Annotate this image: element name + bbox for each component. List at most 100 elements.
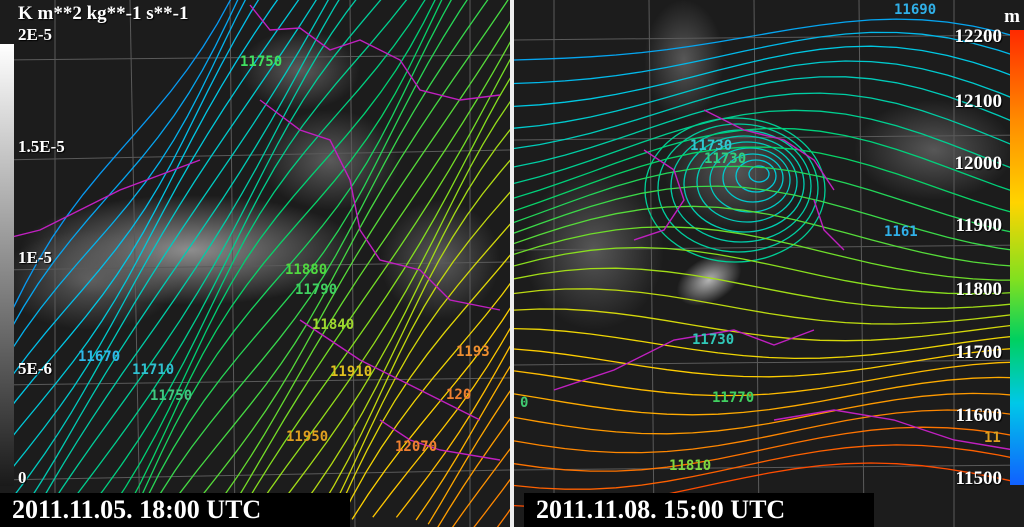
contour-line xyxy=(330,254,510,527)
contour-line xyxy=(285,159,510,527)
pv-unit-label: K m**2 kg**-1 s**-1 xyxy=(18,3,189,24)
contour-line xyxy=(0,0,247,371)
contour-label: 11690 xyxy=(894,2,936,18)
pv-colorbar xyxy=(0,44,14,486)
contour-label: 11950 xyxy=(286,429,328,445)
contour-line xyxy=(15,0,340,521)
contour-label: 11750 xyxy=(150,388,192,404)
contour-line xyxy=(36,0,382,527)
right-date-label: 2011.11.08. 15:00 UTC xyxy=(524,493,874,527)
contour-labels: 11750 11880 11790 11840 11670 11710 1175… xyxy=(78,54,490,455)
contour-line xyxy=(514,185,1024,253)
contour-line xyxy=(0,0,260,395)
contour-line xyxy=(0,0,279,423)
contour-line xyxy=(514,246,1024,295)
contour-line xyxy=(709,147,791,213)
contour-line xyxy=(514,267,1024,309)
contour-label: 11790 xyxy=(295,282,337,298)
contour-line xyxy=(322,223,510,527)
coastlines xyxy=(553,109,1015,451)
left-map-panel: 11750 11880 11790 11840 11670 11710 1175… xyxy=(0,0,510,527)
panel-divider xyxy=(510,0,514,527)
height-unit-label: m xyxy=(1004,6,1020,27)
contour-line xyxy=(161,0,509,519)
contour-line xyxy=(748,165,770,183)
contour-line xyxy=(115,0,443,527)
contour-line xyxy=(231,77,510,527)
height-colorbar-label: 11700 xyxy=(955,342,1002,363)
contour-line xyxy=(514,288,1024,325)
contour-line xyxy=(222,58,510,523)
contour-labels: 11690 11730 11730 11730 1161 11770 11810… xyxy=(520,2,1001,474)
contour-label: 1161 xyxy=(884,224,918,240)
contour-line xyxy=(514,45,1024,108)
height-colorbar-label: 12100 xyxy=(954,91,1003,112)
contour-label: 11710 xyxy=(132,362,174,378)
pv-colorbar-label: 2E-5 xyxy=(18,25,52,44)
contour-line xyxy=(395,345,510,518)
pv-colorbar-label: 1.5E-5 xyxy=(18,137,65,156)
contour-line xyxy=(514,92,1024,168)
contour-label: 1193 xyxy=(456,344,490,360)
left-date-label: 2011.11.05. 18:00 UTC xyxy=(0,493,350,527)
contour-line xyxy=(97,0,436,527)
contour-line xyxy=(735,159,777,193)
contour-line xyxy=(262,128,510,527)
contour-line xyxy=(514,109,1024,185)
contour-label: 11730 xyxy=(692,332,734,348)
contour-line xyxy=(514,426,1024,472)
coastlines xyxy=(0,4,501,461)
height-colorbar-label: 12200 xyxy=(954,26,1003,47)
contour-label: 11840 xyxy=(312,317,354,333)
height-colorbar-label: 11600 xyxy=(955,405,1002,426)
left-map-canvas: 11750 11880 11790 11840 11670 11710 1175… xyxy=(0,0,510,527)
contour-line xyxy=(683,135,805,233)
contour-line xyxy=(184,20,510,518)
contour-line xyxy=(514,127,1024,199)
contour-line xyxy=(514,165,1024,236)
contour-line xyxy=(143,0,489,522)
contour-line xyxy=(437,417,510,527)
contour-line xyxy=(514,31,1024,85)
contour-line xyxy=(133,0,468,526)
contour-line xyxy=(514,347,1024,378)
contour-line xyxy=(126,0,452,527)
contour-label: 12070 xyxy=(395,439,437,455)
contour-label: 11730 xyxy=(690,138,732,154)
pv-colorbar-label: 1E-5 xyxy=(18,248,52,267)
contour-line xyxy=(26,0,357,526)
height-colorbar-label: 12000 xyxy=(954,153,1003,174)
contour-line xyxy=(514,60,1024,129)
contour-line xyxy=(514,76,1024,150)
contour-label: 11730 xyxy=(704,151,746,167)
contour-label: 11 xyxy=(984,430,1001,446)
right-map-panel: 11690 11730 11730 11730 1161 11770 11810… xyxy=(514,0,1024,527)
contour-line xyxy=(338,282,510,524)
contour-line xyxy=(514,392,1024,435)
contour-line xyxy=(415,365,510,521)
contour-line xyxy=(372,327,510,518)
contour-line xyxy=(52,0,408,527)
contour-label: 120 xyxy=(446,387,471,403)
height-contours xyxy=(514,18,1024,508)
contour-label: 11670 xyxy=(78,349,120,365)
contour-line xyxy=(722,153,784,203)
contour-line xyxy=(0,0,300,454)
contour-line xyxy=(0,0,330,516)
contour-line xyxy=(657,123,819,253)
height-colorbar-label: 11500 xyxy=(955,468,1002,489)
height-colorbar-label: 11900 xyxy=(955,215,1002,236)
height-colorbar xyxy=(1010,30,1024,485)
contour-label: 11910 xyxy=(330,364,372,380)
contour-line xyxy=(514,18,1024,61)
contour-line xyxy=(514,361,1024,397)
contour-line xyxy=(514,146,1024,217)
contour-line xyxy=(514,376,1024,416)
contour-line xyxy=(0,0,232,338)
height-contours xyxy=(0,0,510,527)
contour-line xyxy=(514,444,1024,490)
contour-label: 11770 xyxy=(712,390,754,406)
pv-colorbar-label: 5E-6 xyxy=(18,359,52,378)
contour-label: 11880 xyxy=(285,262,327,278)
